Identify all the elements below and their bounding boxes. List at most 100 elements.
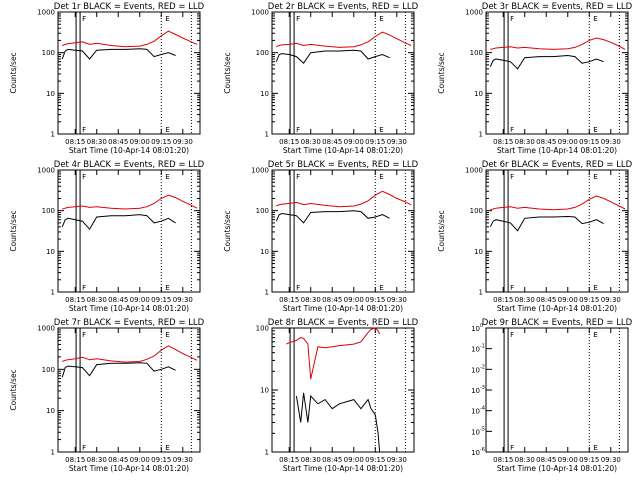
- y-tick-label: 10: [474, 90, 483, 98]
- x-axis-label: Start Time (10-Apr-14 08:01:20): [497, 304, 617, 313]
- x-tick-label: 08:15: [493, 296, 513, 304]
- x-tick-label: 08:15: [65, 296, 85, 304]
- x-axis-label: Start Time (10-Apr-14 08:01:20): [69, 146, 189, 155]
- panel-title: Det 2r BLACK = Events, RED = LLD: [268, 2, 419, 12]
- events-series-line: [489, 54, 604, 70]
- y-tick-exponent: -4: [480, 406, 485, 412]
- x-tick-label: 08:45: [322, 138, 342, 146]
- x-tick-label: 09:15: [151, 456, 171, 464]
- x-tick-label: 09:15: [151, 296, 171, 304]
- x-tick-label: 08:45: [108, 138, 128, 146]
- x-tick-label: 09:15: [579, 296, 599, 304]
- x-tick-label: 09:30: [387, 456, 407, 464]
- marker-label: F: [296, 173, 300, 181]
- marker-label: F: [510, 173, 514, 181]
- y-tick-label: 1: [51, 131, 55, 139]
- events-series-line: [275, 210, 390, 224]
- events-series-line: [275, 49, 390, 64]
- events-series-line: [61, 48, 176, 60]
- y-tick-exponent: 0: [480, 323, 483, 329]
- marker-label: E: [165, 284, 169, 292]
- x-tick-label: 08:30: [87, 456, 107, 464]
- y-axis-label: Counts/sec: [9, 52, 18, 93]
- lld-series-line: [62, 194, 198, 210]
- x-tick-label: 08:30: [301, 138, 321, 146]
- lld-series-line: [276, 31, 412, 48]
- lld-series-line: [276, 190, 412, 208]
- y-tick-label: 1000: [465, 167, 483, 175]
- x-tick-label: 08:45: [108, 296, 128, 304]
- x-tick-label: 08:45: [322, 296, 342, 304]
- y-tick-label: 100: [256, 207, 269, 215]
- marker-label: F: [296, 284, 300, 292]
- marker-label: F: [510, 15, 514, 23]
- marker-label: F: [82, 284, 86, 292]
- x-axis-label: Start Time (10-Apr-14 08:01:20): [69, 464, 189, 473]
- y-tick-exponent: -6: [480, 447, 485, 453]
- x-axis-label: Start Time (10-Apr-14 08:01:20): [283, 146, 403, 155]
- y-tick-label: 10: [471, 408, 480, 416]
- x-tick-label: 09:00: [558, 456, 578, 464]
- x-tick-label: 09:15: [579, 456, 599, 464]
- marker-label: E: [165, 331, 169, 339]
- y-tick-label: 1000: [37, 167, 55, 175]
- marker-label: E: [593, 444, 597, 452]
- y-tick-label: 1: [479, 131, 483, 139]
- x-tick-label: 09:00: [558, 138, 578, 146]
- y-axis-label: Counts/sec: [9, 369, 18, 410]
- x-tick-label: 08:45: [536, 138, 556, 146]
- y-tick-label: 1000: [251, 9, 269, 17]
- y-tick-label: 10: [471, 366, 480, 374]
- x-tick-label: 09:30: [601, 456, 621, 464]
- panel-5: Det 5r BLACK = Events, RED = LLD 1 10 100 10…: [223, 160, 419, 313]
- events-series-line: [295, 392, 381, 453]
- marker-label: E: [593, 284, 597, 292]
- marker-label: E: [379, 15, 383, 23]
- y-tick-label: 10: [260, 387, 269, 395]
- x-tick-label: 09:15: [365, 456, 385, 464]
- plot-frame: [57, 327, 201, 453]
- panel-4: Det 4r BLACK = Events, RED = LLD 1 10 100 10…: [9, 160, 205, 313]
- x-tick-label: 08:45: [536, 456, 556, 464]
- y-axis-label: Counts/sec: [223, 210, 232, 251]
- x-tick-label: 09:00: [130, 296, 150, 304]
- y-tick-label: 1: [265, 131, 269, 139]
- y-tick-label: 100: [470, 49, 483, 57]
- marker-label: E: [593, 331, 597, 339]
- marker-label: E: [379, 284, 383, 292]
- x-tick-label: 09:00: [130, 456, 150, 464]
- marker-label: E: [379, 173, 383, 181]
- x-tick-label: 09:00: [344, 138, 364, 146]
- y-tick-exponent: -2: [480, 364, 485, 370]
- x-axis-label: Start Time (10-Apr-14 08:01:20): [497, 464, 617, 473]
- x-tick-label: 08:30: [87, 296, 107, 304]
- plot-frame: [485, 11, 629, 135]
- x-tick-label: 08:15: [279, 296, 299, 304]
- x-axis-label: Start Time (10-Apr-14 08:01:20): [283, 304, 403, 313]
- x-tick-label: 09:00: [344, 296, 364, 304]
- y-tick-label: 10: [260, 248, 269, 256]
- marker-label: F: [510, 331, 514, 339]
- plot-frame: [271, 11, 415, 135]
- lld-series-line: [286, 327, 381, 380]
- panel-title: Det 3r BLACK = Events, RED = LLD: [482, 2, 633, 12]
- marker-label: E: [593, 126, 597, 134]
- x-tick-label: 09:00: [558, 296, 578, 304]
- y-tick-label: 100: [42, 366, 55, 374]
- lld-series-line: [62, 345, 198, 363]
- x-tick-label: 09:00: [130, 138, 150, 146]
- y-tick-label: 100: [256, 325, 269, 333]
- x-axis-label: Start Time (10-Apr-14 08:01:20): [69, 304, 189, 313]
- panel-title: Det 6r BLACK = Events, RED = LLD: [482, 160, 633, 170]
- marker-label: E: [165, 173, 169, 181]
- x-tick-label: 09:00: [344, 456, 364, 464]
- y-tick-exponent: -1: [480, 344, 485, 350]
- y-tick-label: 1: [51, 289, 55, 297]
- events-series-line: [61, 362, 176, 378]
- x-tick-label: 09:15: [579, 138, 599, 146]
- marker-label: E: [379, 126, 383, 134]
- x-axis-label: Start Time (10-Apr-14 08:01:20): [283, 464, 403, 473]
- y-tick-label: 10: [260, 90, 269, 98]
- panel-title: Det 9r BLACK = Events, RED = LLD: [482, 318, 633, 328]
- panel-title: Det 5r BLACK = Events, RED = LLD: [268, 160, 419, 170]
